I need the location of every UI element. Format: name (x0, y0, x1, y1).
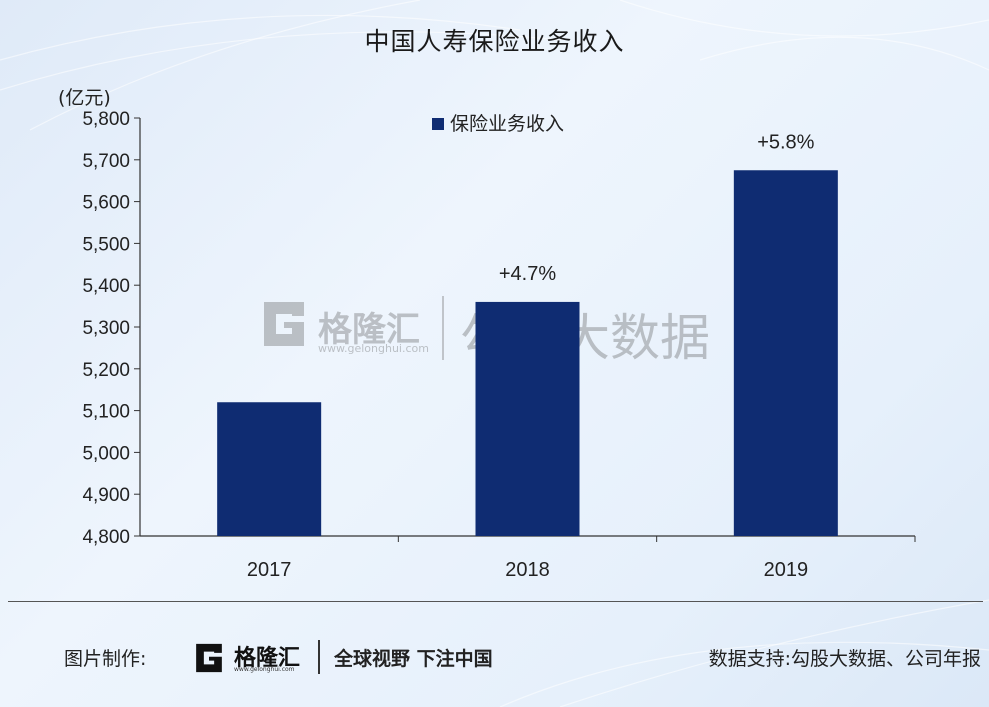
y-tick-label: 5,700 (82, 151, 130, 172)
growth-annotation: +5.8% (757, 131, 814, 153)
watermark-site: www.gelonghui.com (318, 342, 429, 355)
x-tick-label: 2019 (764, 559, 809, 581)
y-tick-label: 5,400 (82, 276, 130, 297)
chart-title: 中国人寿保险业务收入 (364, 27, 625, 56)
data-source: 数据支持:勾股大数据、公司年报 (708, 648, 981, 670)
footer-logo-site: www.gelonghui.com (234, 666, 295, 673)
footer-logo: 格隆汇 www.gelonghui.com (190, 640, 300, 676)
footer-slogan: 全球视野 下注中国 (334, 648, 493, 670)
y-tick-label: 4,900 (82, 485, 130, 506)
growth-annotation: +4.7% (499, 263, 556, 285)
footer-logo-text: 格隆汇 (234, 646, 301, 671)
y-unit-label: (亿元) (58, 87, 111, 109)
y-tick-label: 5,300 (82, 318, 130, 339)
bar-2019 (733, 170, 838, 536)
legend-swatch (432, 118, 444, 130)
y-tick-label: 4,800 (82, 527, 130, 548)
footer: 图片制作: 格隆汇 www.gelonghui.com 全球视野 下注中国 数据… (0, 638, 989, 678)
y-tick-label: 5,800 (82, 109, 130, 130)
legend-label: 保险业务收入 (450, 113, 564, 135)
footer-separator (318, 640, 320, 674)
bar-chart: 4,800 4,900 5,000 5,100 5,200 5,300 5,400 5,500… (58, 87, 916, 581)
bar-2017 (217, 402, 322, 536)
gelonghui-logo-icon (264, 302, 304, 346)
bar-2018 (475, 301, 580, 536)
made-by-label: 图片制作: (64, 648, 147, 670)
x-tick-label: 2017 (247, 559, 292, 581)
y-tick-label: 5,100 (82, 402, 130, 423)
watermark-separator (442, 296, 444, 360)
watermark-brand: 格隆汇 (318, 310, 420, 350)
x-tick-label: 2018 (505, 559, 550, 581)
y-tick-label: 5,000 (82, 443, 130, 464)
gelonghui-logo-icon (196, 643, 222, 673)
y-tick-label: 5,200 (82, 360, 130, 381)
y-tick-label: 5,500 (82, 234, 130, 255)
y-tick-label: 5,600 (82, 193, 130, 214)
footer-divider (8, 601, 983, 602)
